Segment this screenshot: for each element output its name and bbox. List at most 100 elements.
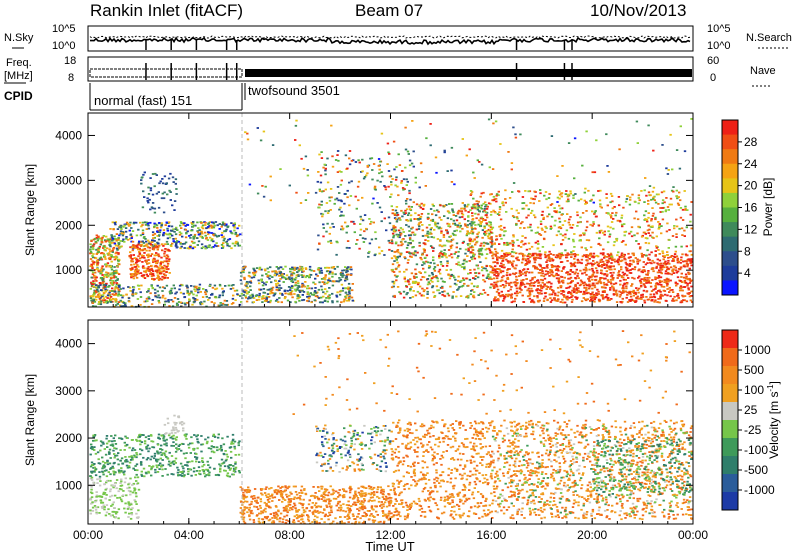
- data-cell: [345, 294, 348, 297]
- data-cell: [97, 269, 100, 271]
- data-cell: [685, 226, 688, 229]
- data-cell: [512, 182, 516, 184]
- data-cell: [634, 293, 638, 295]
- data-cell: [414, 280, 417, 283]
- data-cell: [325, 297, 328, 299]
- data-cell: [688, 267, 691, 270]
- data-cell: [571, 298, 574, 301]
- data-cell: [258, 282, 261, 285]
- data-cell: [142, 265, 145, 268]
- data-cell: [405, 224, 408, 226]
- data-cell: [287, 286, 291, 288]
- data-cell: [359, 234, 362, 236]
- data-cell: [163, 276, 167, 279]
- data-cell: [324, 210, 327, 213]
- data-cell: [130, 274, 133, 277]
- data-cell: [100, 258, 103, 260]
- data-cell: [528, 291, 531, 294]
- data-cell: [208, 297, 211, 299]
- data-cell: [117, 284, 121, 287]
- data-cell: [522, 301, 525, 303]
- data-cell: [166, 243, 169, 245]
- data-cell: [470, 282, 473, 285]
- data-cell: [153, 240, 156, 242]
- data-cell: [107, 257, 111, 260]
- data-cell: [555, 234, 559, 237]
- data-cell: [179, 221, 183, 223]
- data-cell: [316, 180, 319, 183]
- data-cell: [97, 290, 100, 293]
- data-cell: [175, 188, 178, 190]
- data-cell: [432, 291, 435, 294]
- data-cell: [599, 203, 602, 206]
- data-cell: [343, 193, 346, 195]
- data-cell: [591, 224, 594, 227]
- data-cell: [689, 280, 692, 283]
- data-cell: [459, 281, 462, 283]
- data-cell: [603, 286, 606, 289]
- data-cell: [395, 233, 398, 236]
- data-cell: [510, 286, 513, 288]
- data-cell: [528, 190, 532, 193]
- data-cell: [212, 240, 215, 243]
- data-cell: [534, 195, 537, 198]
- data-cell: [95, 291, 98, 294]
- data-cell: [451, 295, 454, 298]
- data-cell: [326, 281, 330, 284]
- data-cell: [350, 273, 353, 276]
- data-cell: [358, 247, 361, 250]
- data-cell: [665, 262, 668, 265]
- data-cell: [570, 253, 573, 256]
- data-cell: [570, 301, 574, 303]
- data-cell: [336, 265, 339, 268]
- data-cell: [302, 270, 305, 273]
- data-cell: [582, 232, 585, 235]
- data-cell: [155, 174, 158, 176]
- data-cell: [163, 191, 166, 194]
- data-cell: [531, 278, 534, 281]
- data-cell: [659, 264, 662, 267]
- data-cell: [171, 234, 174, 237]
- data-cell: [659, 295, 662, 298]
- data-cell: [591, 278, 594, 281]
- data-cell: [408, 164, 412, 167]
- data-cell: [583, 232, 586, 235]
- data-cell: [566, 254, 569, 256]
- data-cell: [322, 227, 325, 229]
- data-cell: [248, 281, 251, 283]
- data-cell: [320, 212, 323, 215]
- data-cell: [394, 226, 397, 228]
- data-cell: [452, 219, 456, 222]
- data-cell: [296, 287, 299, 289]
- data-cell: [519, 287, 522, 290]
- data-cell: [543, 283, 546, 286]
- data-cell: [350, 159, 354, 162]
- data-cell: [346, 270, 349, 273]
- data-cell: [689, 220, 692, 223]
- data-cell: [196, 288, 199, 291]
- data-cell: [236, 293, 239, 296]
- data-cell: [391, 209, 395, 211]
- data-cell: [292, 272, 296, 275]
- data-cell: [618, 259, 621, 262]
- data-cell: [92, 299, 95, 302]
- data-cell: [550, 270, 554, 273]
- data-cell: [109, 279, 112, 282]
- data-cell: [145, 223, 148, 226]
- data-cell: [493, 268, 496, 271]
- data-cell: [478, 210, 481, 213]
- data-cell: [658, 226, 661, 229]
- data-cell: [451, 297, 454, 299]
- data-cell: [161, 178, 164, 180]
- data-cell: [586, 256, 589, 259]
- data-cell: [461, 213, 465, 216]
- data-cell: [325, 266, 329, 269]
- data-cell: [233, 222, 236, 225]
- data-cell: [455, 242, 459, 245]
- data-cell: [259, 288, 263, 291]
- data-cell: [277, 267, 280, 270]
- data-cell: [467, 294, 470, 297]
- data-cell: [667, 169, 670, 171]
- data-cell: [566, 282, 570, 285]
- data-cell: [488, 224, 491, 227]
